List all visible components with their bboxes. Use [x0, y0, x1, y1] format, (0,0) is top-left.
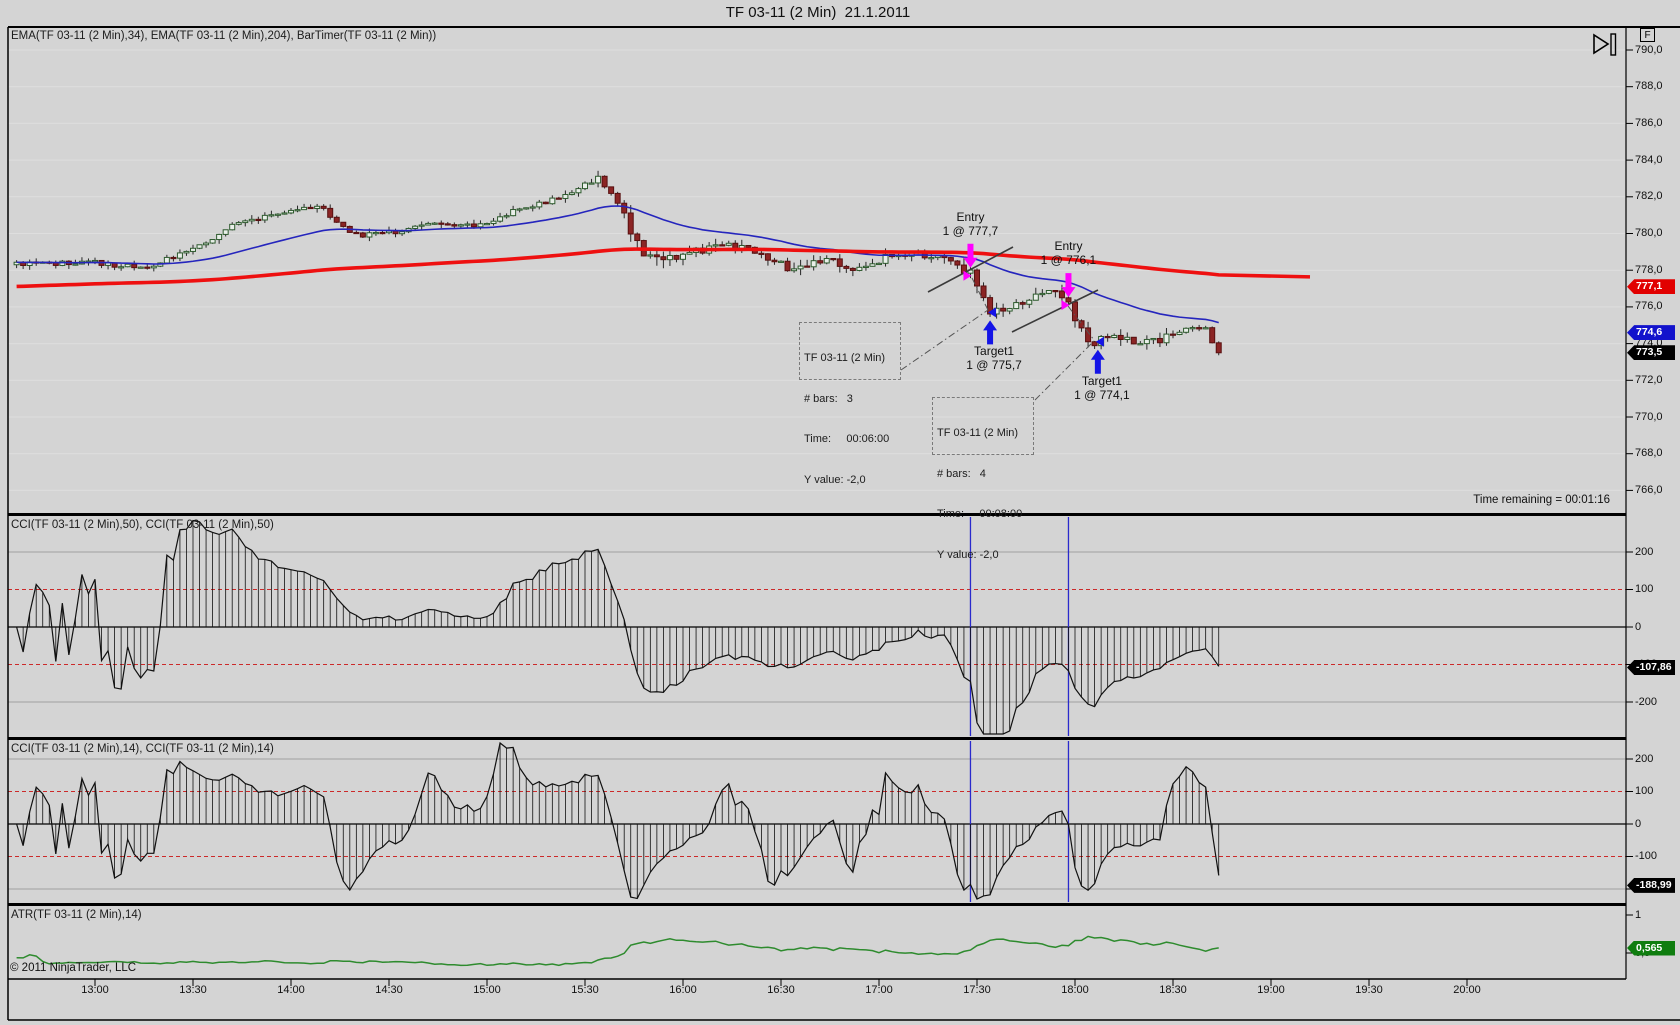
- entry2-label[interactable]: Entry 1 @ 776,1: [1040, 239, 1097, 268]
- trendline[interactable]: [1011, 289, 1099, 333]
- cci14-panel-label: CCI(TF 03-11 (2 Min),14), CCI(TF 03-11 (…: [11, 743, 274, 755]
- price-tick-label: 782,0: [1635, 190, 1663, 203]
- price-panel-label: EMA(TF 03-11 (2 Min),34), EMA(TF 03-11 (…: [11, 30, 437, 42]
- last-price-marker: 773,5: [1627, 345, 1675, 361]
- price-tick-label: 772,0: [1635, 373, 1663, 386]
- target-triangle-1[interactable]: [988, 307, 997, 318]
- cci-tick-label: 200: [1635, 545, 1654, 558]
- ema34-price-marker: 774,6: [1627, 325, 1675, 341]
- cci14-hatch: [22, 743, 1220, 900]
- time-tick-label: 17:00: [865, 984, 893, 996]
- cci-tick-label: -200: [1635, 695, 1658, 708]
- cci-tick-label: 0: [1635, 817, 1642, 830]
- entry-triangle-1[interactable]: [963, 270, 972, 281]
- ruler-connector: [900, 309, 989, 371]
- price-tick-label: 776,0: [1635, 300, 1663, 313]
- entry1-label[interactable]: Entry 1 @ 777,7: [942, 209, 999, 238]
- time-tick-label: 14:00: [277, 984, 305, 996]
- price-axis[interactable]: [1626, 27, 1680, 979]
- time-tick-label: 15:00: [473, 984, 501, 996]
- time-tick-label: 16:30: [767, 984, 795, 996]
- price-tick-label: 768,0: [1635, 447, 1663, 460]
- atr-panel-label: ATR(TF 03-11 (2 Min),14): [11, 909, 142, 921]
- cci-tick-label: -100: [1635, 850, 1658, 862]
- ruler-connector: [1067, 305, 1095, 341]
- time-tick-label: 20:00: [1453, 984, 1481, 996]
- fixed-scale-button[interactable]: F: [1640, 28, 1655, 42]
- ema204-price-marker: 777,1: [1627, 279, 1675, 295]
- target2-label[interactable]: Target1 1 @ 774,1: [1074, 373, 1130, 402]
- time-tick-label: 18:30: [1159, 984, 1187, 996]
- candlestick-series: [13, 170, 1222, 356]
- price-tick-label: 786,0: [1635, 116, 1663, 129]
- target-triangle-2[interactable]: [1095, 336, 1104, 347]
- time-tick-label: 14:30: [375, 984, 403, 996]
- time-tick-label: 13:30: [179, 984, 207, 996]
- price-tick-label: 788,0: [1635, 80, 1663, 93]
- time-tick-label: 19:00: [1257, 984, 1285, 996]
- ema204-line: [16, 247, 1311, 289]
- time-axis[interactable]: [8, 979, 1626, 1020]
- cci-tick-label: 0: [1635, 620, 1642, 633]
- copyright-text: © 2011 NinjaTrader, LLC: [10, 962, 137, 974]
- target1-label[interactable]: Target1 1 @ 775,7: [966, 344, 1022, 373]
- trendline[interactable]: [927, 246, 1014, 293]
- cci50-hatch: [22, 520, 1220, 734]
- atr-value-marker: 0,565: [1627, 940, 1675, 956]
- target-arrow-2[interactable]: [1090, 349, 1105, 374]
- price-tick-label: 770,0: [1635, 410, 1663, 423]
- bar-timer-status: Time remaining = 00:01:16: [1473, 494, 1610, 506]
- cci-tick-label: 200: [1635, 752, 1654, 765]
- price-tick-label: 766,0: [1635, 483, 1663, 496]
- price-tick-label: 778,0: [1635, 263, 1663, 276]
- price-tick-label: 780,0: [1635, 227, 1663, 239]
- cci-tick-label: 100: [1635, 583, 1654, 595]
- atr-tick-label: 1: [1635, 908, 1642, 921]
- time-tick-label: 16:00: [669, 984, 697, 996]
- go-to-end-icon[interactable]: [1591, 32, 1621, 58]
- entry-triangle-2[interactable]: [1061, 300, 1070, 311]
- cci50-value-marker: -107,86: [1627, 659, 1675, 675]
- entry-arrow-2[interactable]: [1061, 273, 1076, 298]
- cci-tick-label: 100: [1635, 785, 1654, 797]
- ruler-tool-2[interactable]: TF 03-11 (2 Min) # bars: 4 Time: 00:08:0…: [932, 397, 1034, 561]
- chart-title: TF 03-11 (2 Min) 21.1.2011: [725, 4, 911, 21]
- cci50-line: [16, 519, 1220, 735]
- ema34-line: [16, 205, 1219, 324]
- price-tick-label: 784,0: [1635, 153, 1663, 166]
- ruler-connector: [971, 277, 989, 311]
- atr-line: [16, 935, 1219, 967]
- price-tick-label: 790,0: [1635, 43, 1663, 56]
- cci14-value-marker: -188,99: [1627, 877, 1675, 893]
- time-tick-label: 15:30: [571, 984, 599, 996]
- cci14-line: [16, 741, 1220, 900]
- target-arrow-1[interactable]: [983, 320, 998, 345]
- time-tick-label: 19:30: [1355, 984, 1383, 996]
- time-tick-label: 18:00: [1061, 984, 1089, 996]
- time-tick-label: 13:00: [81, 984, 109, 996]
- time-tick-label: 17:30: [963, 984, 991, 996]
- entry-arrow-1[interactable]: [963, 243, 978, 268]
- ruler-tool-1[interactable]: TF 03-11 (2 Min) # bars: 3 Time: 00:06:0…: [799, 322, 901, 486]
- cci50-panel-label: CCI(TF 03-11 (2 Min),50), CCI(TF 03-11 (…: [11, 519, 274, 531]
